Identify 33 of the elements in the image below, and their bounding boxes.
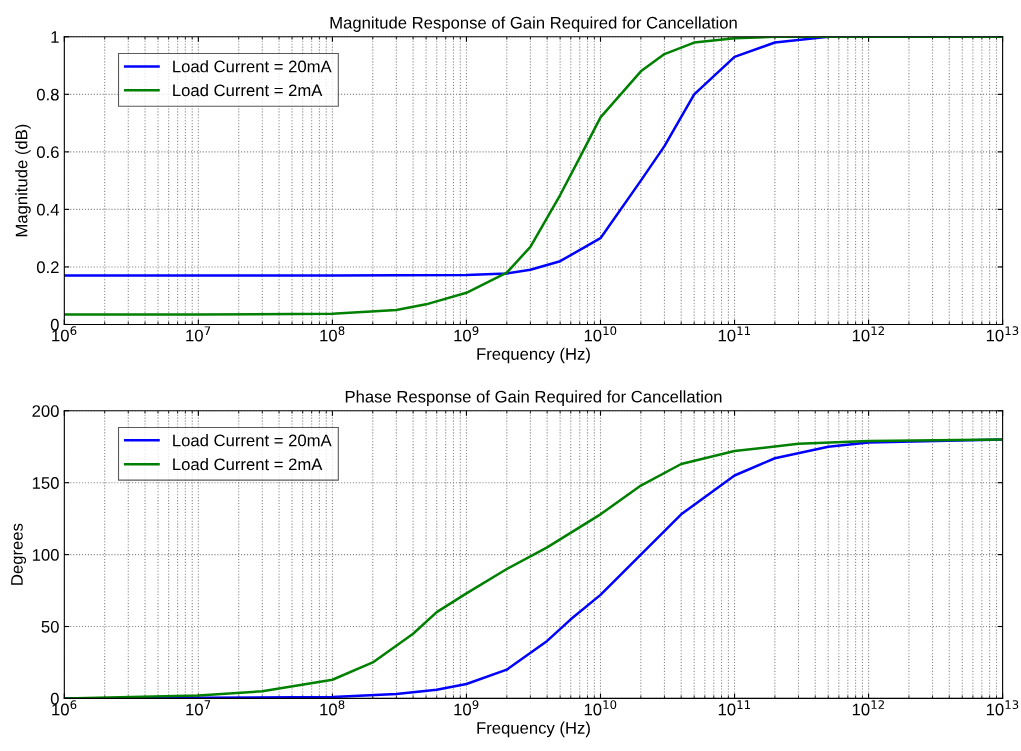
legend-label: Load Current = 20mA — [173, 60, 332, 73]
y-tick-label: 0.8 — [36, 88, 59, 101]
chart-title: Magnitude Response of Gain Required for Cancellation — [330, 16, 737, 32]
x-tick-label: 10$^{10}$ — [584, 326, 617, 342]
legend-label: Load Current = 2mA — [173, 84, 323, 97]
y-tick-label: 150 — [32, 477, 59, 489]
y-tick-label: 0.6 — [36, 146, 59, 159]
x-tick-label: 10$^{11}$ — [718, 326, 750, 342]
x-tick-label: 10$^{8}$ — [320, 700, 345, 716]
x-tick-label: 10$^{13}$ — [986, 326, 1019, 342]
y-axis-title: Degrees — [11, 523, 27, 585]
chart-title: Phase Response of Gain Required for Cancellation — [345, 390, 722, 406]
x-tick-label: 10$^{12}$ — [852, 326, 884, 342]
x-tick-label: 10$^{12}$ — [852, 700, 884, 716]
x-axis-title: Frequency (Hz) — [477, 721, 590, 738]
x-axis-title: Frequency (Hz) — [477, 347, 590, 364]
x-tick-label: 10$^{13}$ — [986, 700, 1019, 716]
y-tick-label: 200 — [32, 405, 59, 417]
legend-label: Load Current = 20mA — [173, 434, 332, 447]
x-tick-label: 10$^{7}$ — [186, 326, 211, 342]
x-tick-label: 10$^{7}$ — [186, 700, 211, 716]
legend-label: Load Current = 2mA — [173, 457, 323, 471]
x-tick-label: 10$^{9}$ — [454, 326, 479, 342]
y-axis-title: Magnitude (dB) — [15, 124, 31, 237]
y-tick-label: 1 — [51, 31, 59, 43]
y-tick-label: 0.2 — [36, 261, 59, 274]
y-tick-label: 0.4 — [36, 203, 59, 216]
y-tick-label: 50 — [41, 620, 59, 633]
y-tick-label: 100 — [32, 549, 59, 561]
x-tick-label: 10$^{8}$ — [320, 326, 345, 342]
x-tick-label: 10$^{9}$ — [454, 700, 479, 716]
x-tick-label: 10$^{11}$ — [718, 700, 750, 716]
x-tick-label: 10$^{10}$ — [584, 700, 617, 716]
